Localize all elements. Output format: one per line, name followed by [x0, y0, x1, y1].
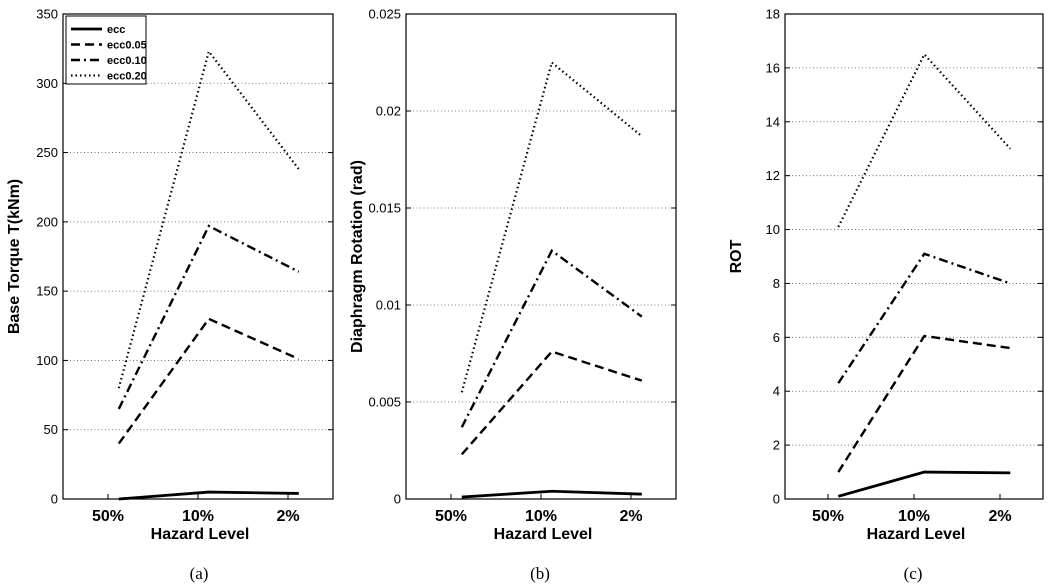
legend-label: ecc0.05 — [107, 40, 147, 52]
legend: ecc ecc0.05 ecc0.10 ecc0.20 — [65, 15, 147, 85]
chart-panel-0: 0 50 100 150 200 250 300 350 50% 10% 2% Hazard Leve… — [6, 7, 334, 583]
panel-caption: (b) — [530, 564, 550, 583]
panel-caption: (a) — [190, 564, 209, 583]
x-tick-label: 50% — [92, 508, 124, 525]
x-tick-label: 10% — [898, 508, 930, 525]
y-tick-label: 50 — [44, 422, 58, 437]
x-tick-label: 2% — [988, 508, 1011, 525]
panel-caption: (c) — [904, 564, 923, 583]
x-axis-label: Hazard Level — [151, 526, 250, 543]
series-line-dashdot — [460, 248, 643, 428]
series-line-dashdot — [837, 252, 1011, 384]
y-tick-label: 0 — [394, 492, 401, 507]
series-line-ecc0.20 — [117, 48, 300, 389]
y-axis-label: Diaphragm Rotation (rad) — [349, 160, 366, 353]
series-line-dashed — [460, 350, 643, 456]
chart-panel-2: 0 2 4 6 8 10 12 14 16 18 50% 10% 2% Hazard Level ROT (c… — [728, 7, 1044, 583]
series-line-dashed — [837, 334, 1011, 473]
x-axis-label: Hazard Level — [494, 526, 593, 543]
y-tick-label: 2 — [773, 438, 780, 453]
legend-label: ecc — [107, 24, 125, 36]
axes-frame — [62, 13, 334, 500]
x-tick-label: 2% — [276, 508, 299, 525]
y-tick-label: 0.02 — [376, 104, 401, 119]
y-tick-label: 14 — [766, 114, 780, 129]
x-tick-label: 10% — [182, 508, 214, 525]
x-tick-label: 50% — [812, 508, 844, 525]
series-line-solid — [837, 470, 1011, 498]
y-axis-label: ROT — [728, 239, 745, 273]
legend-label: ecc0.10 — [107, 55, 147, 67]
legend-box — [65, 15, 147, 85]
chart-panel-1: 0 0.005 0.01 0.015 0.02 0.025 50% 10% 2% Hazard L… — [349, 7, 677, 583]
series-line-ecc0.05 — [117, 317, 300, 445]
legend-label: ecc0.20 — [107, 71, 147, 83]
series-line-ecc0.10 — [117, 224, 300, 410]
y-tick-label: 0.025 — [368, 7, 401, 22]
y-tick-label: 200 — [36, 214, 58, 229]
series-line-solid — [461, 489, 642, 499]
y-tick-label: 4 — [773, 384, 780, 399]
y-tick-label: 0 — [51, 492, 58, 507]
x-tick-label: 10% — [525, 508, 557, 525]
series-line-dotted — [837, 52, 1012, 228]
y-tick-label: 18 — [766, 7, 780, 22]
x-axis-label: Hazard Level — [867, 526, 966, 543]
y-tick-label: 0.015 — [368, 201, 401, 216]
y-tick-label: 350 — [36, 7, 58, 22]
series-line-ecc — [118, 490, 299, 501]
axes-frame — [405, 13, 677, 500]
y-tick-label: 12 — [766, 168, 780, 183]
y-tick-label: 150 — [36, 284, 58, 299]
y-tick-label: 0.005 — [368, 395, 401, 410]
y-tick-label: 8 — [773, 276, 780, 291]
y-tick-label: 6 — [773, 330, 780, 345]
y-tick-label: 300 — [36, 76, 58, 91]
y-tick-label: 16 — [766, 60, 780, 75]
y-tick-label: 0 — [773, 492, 780, 507]
y-tick-label: 0.01 — [376, 298, 401, 313]
x-tick-label: 50% — [435, 508, 467, 525]
y-axis-label: Base Torque T(kNm) — [6, 179, 23, 334]
axes-frame — [784, 13, 1044, 500]
series-line-dotted — [460, 60, 643, 393]
y-tick-label: 10 — [766, 222, 780, 237]
x-tick-label: 2% — [619, 508, 642, 525]
y-tick-label: 100 — [36, 353, 58, 368]
y-tick-label: 250 — [36, 145, 58, 160]
